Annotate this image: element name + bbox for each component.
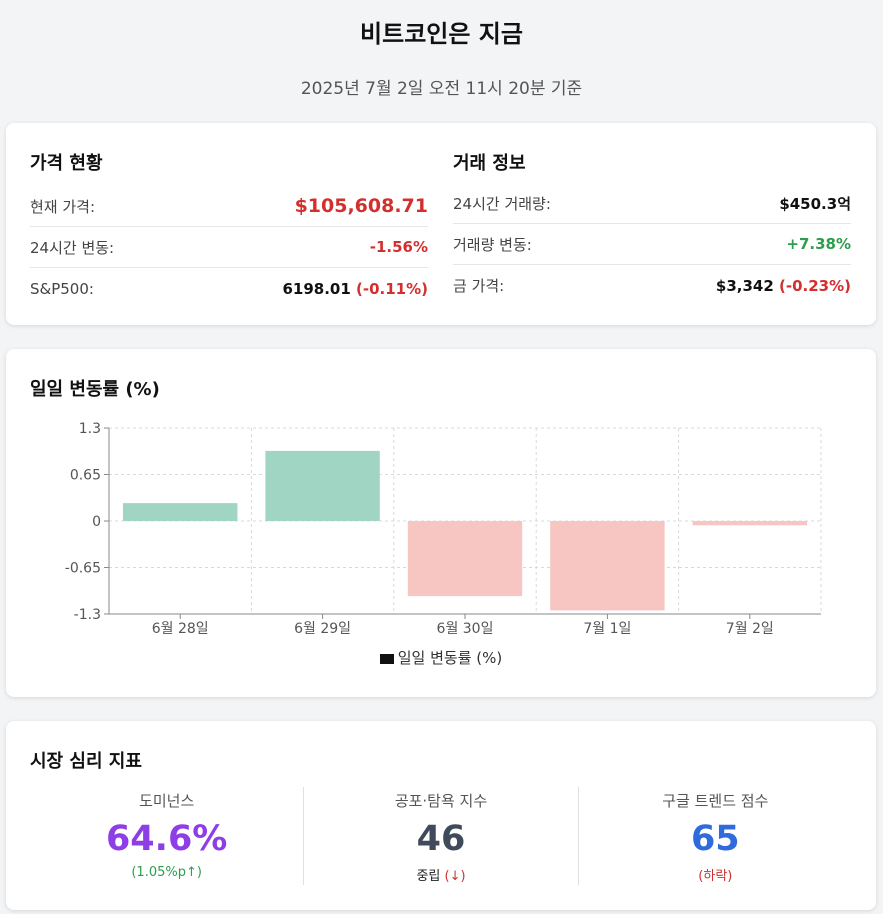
y-tick-label: 1.3 [79, 421, 101, 437]
gold-price-label: 금 가격: [453, 277, 505, 295]
y-tick-label: 0.65 [70, 468, 101, 484]
fear-greed-label: 공포·탐욕 지수 [394, 792, 488, 810]
bar [692, 521, 807, 526]
google-trends-metric: 구글 트렌드 점수 65 (하락) [577, 787, 852, 885]
volume-24h-row: 24시간 거래량: $450.3억 [453, 183, 851, 224]
dominance-value: 64.6% [105, 819, 228, 859]
chart-legend: 일일 변동률 (%) [6, 647, 876, 668]
sp500-row: S&P500: 6198.01 (-0.11%) [30, 268, 428, 309]
x-tick-label: 6월 30일 [437, 621, 494, 637]
sentiment-card: 시장 심리 지표 도미넌스 64.6% (1.05%p↑) 공포·탐욕 지수 4… [6, 721, 876, 910]
info-card: 가격 현황 현재 가격: $105,608.71 24시간 변동: -1.56%… [6, 123, 876, 325]
fear-greed-trend: (↓) [444, 869, 466, 884]
daily-change-chart: 1.3 0.65 0 -0.65 -1.3 6월 28일 6월 29일 6월 30일 7월 1일… [65, 421, 822, 637]
volume-change-value: +7.38% [786, 235, 851, 253]
y-tick-label: -1.3 [74, 607, 101, 623]
gold-price-value: $3,342 [715, 276, 774, 295]
x-tick-label: 6월 29일 [294, 621, 351, 637]
sp500-value-group: 6198.01 (-0.11%) [282, 280, 428, 298]
page-subtitle: 2025년 7월 2일 오전 11시 20분 기준 [300, 79, 583, 99]
chart-card: 일일 변동률 (%) 1.3 0.65 0 -0.65 -1.3 6월 28일 6월 29일… [6, 349, 876, 697]
google-trends-value: 65 [690, 819, 740, 859]
gold-price-row: 금 가격: $3,342 (-0.23%) [453, 265, 851, 306]
volume-24h-label: 24시간 거래량: [453, 194, 551, 213]
bar [407, 521, 523, 597]
bar [265, 450, 380, 521]
gold-price-change: (-0.23%) [779, 276, 851, 295]
legend-label: 일일 변동률 (%) [397, 649, 503, 667]
dominance-sub: (1.05%p↑) [131, 865, 202, 880]
gold-price-value-group: $3,342 (-0.23%) [716, 277, 851, 295]
bar [123, 503, 238, 521]
google-trends-sub: (하락) [698, 869, 733, 884]
dominance-label: 도미넌스 [139, 792, 195, 810]
bar [550, 521, 665, 611]
legend-swatch [379, 653, 394, 664]
x-tick-label: 7월 2일 [726, 621, 774, 637]
current-price-value: $105,608.71 [294, 195, 428, 217]
fear-greed-sub: 중립 (↓) [304, 865, 577, 884]
change-24h-row: 24시간 변동: -1.56% [30, 227, 428, 268]
sentiment-title: 시장 심리 지표 [30, 751, 142, 772]
volume-24h-value: $450.3억 [779, 194, 851, 213]
y-tick-label: -0.65 [65, 561, 101, 577]
page-title: 비트코인은 지금 [360, 20, 523, 48]
sentiment-metrics: 도미넌스 64.6% (1.05%p↑) 공포·탐욕 지수 46 중립 (↓) … [30, 787, 852, 885]
change-24h-value: -1.56% [369, 238, 428, 256]
sp500-change: (-0.11%) [356, 279, 428, 298]
current-price-label: 현재 가격: [30, 197, 96, 216]
dominance-metric: 도미넌스 64.6% (1.05%p↑) [30, 787, 303, 885]
sp500-label: S&P500: [30, 279, 94, 298]
volume-change-label: 거래량 변동: [453, 235, 532, 254]
fear-greed-value: 46 [416, 819, 466, 859]
chart-title: 일일 변동률 (%) [30, 379, 160, 400]
x-tick-label: 7월 1일 [583, 621, 631, 637]
fear-greed-metric: 공포·탐욕 지수 46 중립 (↓) [303, 787, 577, 885]
x-tick-label: 6월 28일 [152, 621, 209, 637]
sp500-value: 6198.01 [282, 279, 351, 298]
volume-change-row: 거래량 변동: +7.38% [453, 224, 851, 265]
fear-greed-status: 중립 [416, 869, 441, 884]
google-trends-label: 구글 트렌드 점수 [662, 792, 769, 810]
y-tick-label: 0 [92, 514, 101, 530]
price-section-title: 가격 현황 [30, 153, 103, 174]
change-24h-label: 24시간 변동: [30, 238, 115, 257]
trade-section-title: 거래 정보 [453, 153, 526, 174]
current-price-row: 현재 가격: $105,608.71 [30, 186, 428, 227]
